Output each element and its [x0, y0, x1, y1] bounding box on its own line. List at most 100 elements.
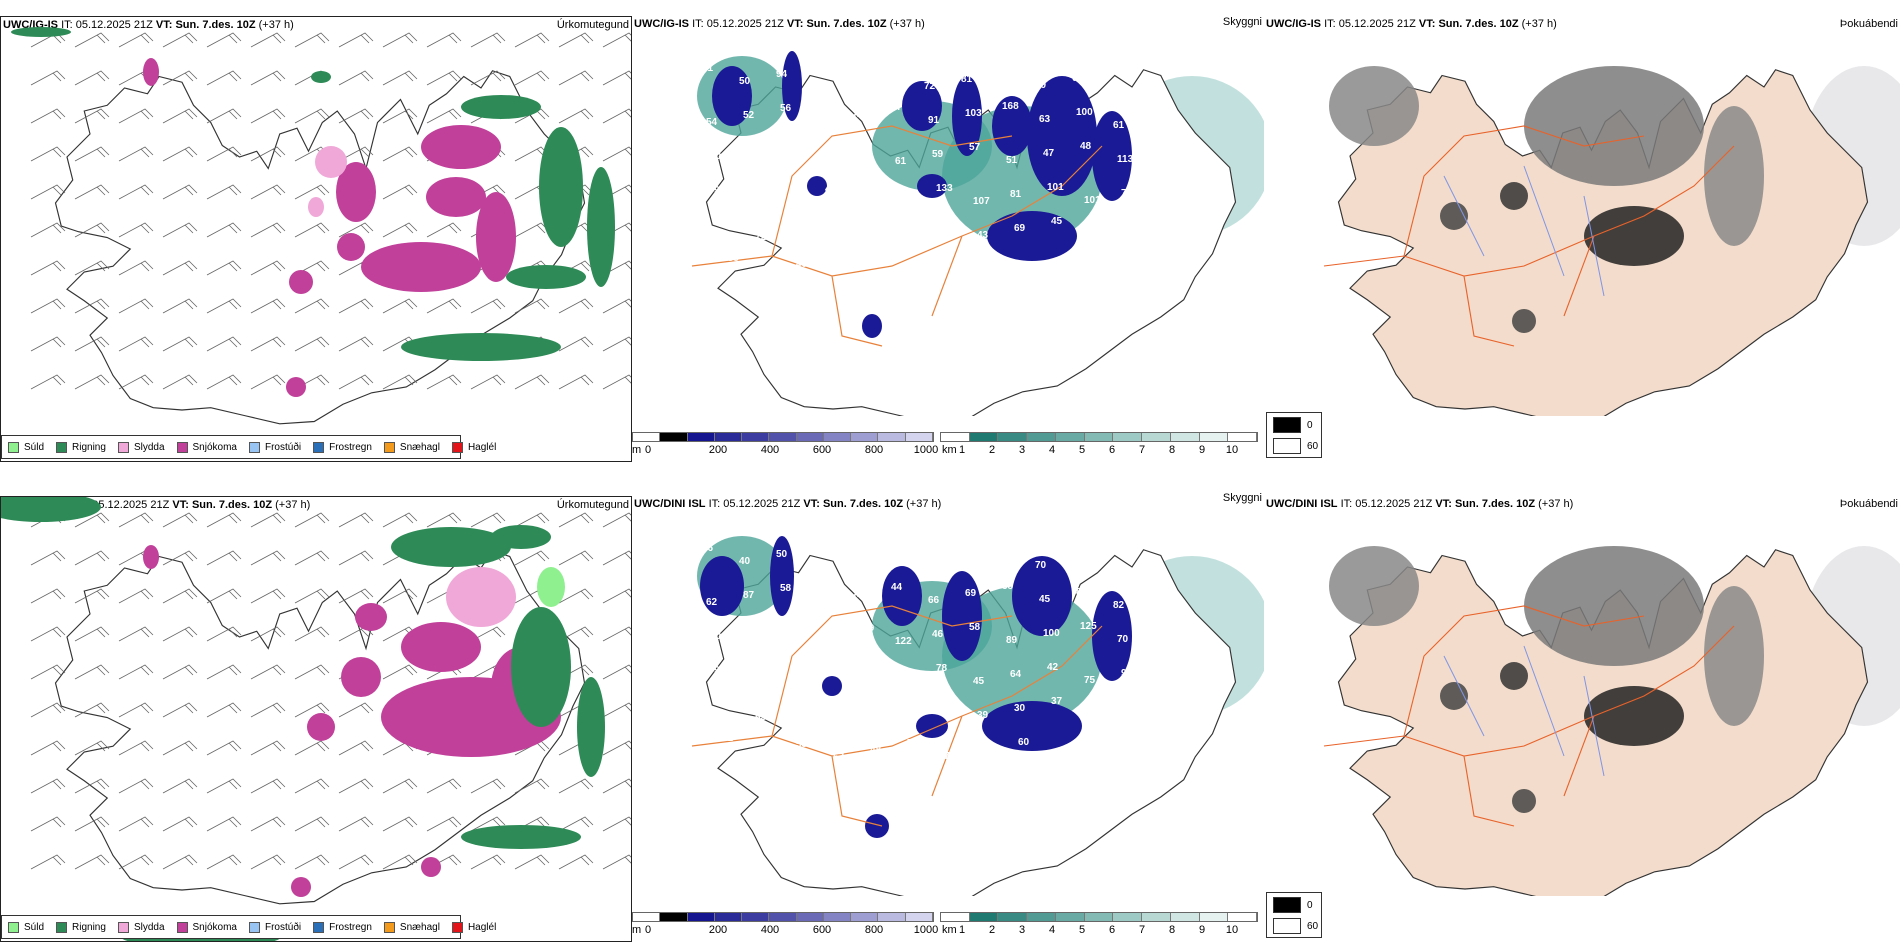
fog-panel: UWC/IG-IS IT: 05.12.2025 21Z VT: Sun. 7.…	[1264, 16, 1900, 462]
colorbar-step	[1170, 913, 1200, 921]
legend-swatch	[176, 441, 188, 453]
visibility-label: 90	[1035, 80, 1047, 91]
wind-barb	[162, 336, 198, 352]
colorbar-step	[660, 913, 688, 921]
wind-barb	[558, 816, 594, 832]
colorbar-step	[1199, 913, 1229, 921]
visibility-label: 58	[780, 583, 792, 594]
fog-map[interactable]	[1264, 496, 1900, 896]
precip-area	[1, 497, 101, 522]
row-ig-is: UWC/IG-IS IT: 05.12.2025 21Z VT: Sun. 7.…	[0, 0, 1900, 470]
legend-item: Haglél	[451, 441, 496, 453]
precip-type-panel: UWC/DINI ISL IT: 05.12.2025 21Z VT: Sun.…	[0, 496, 632, 942]
lead-time: (+37 h)	[1538, 498, 1574, 510]
visibility-label: 52	[743, 110, 755, 121]
it-value: 05.12.2025 21Z	[723, 498, 801, 510]
wind-barb	[30, 374, 66, 390]
model-name: UWC/IG-IS	[1266, 18, 1321, 30]
high-ground-area	[917, 174, 947, 198]
lead-time: (+37 h)	[1521, 18, 1557, 30]
wind-barb	[162, 184, 198, 200]
wind-barb	[558, 854, 594, 870]
legend-item: Súld	[8, 441, 45, 453]
visibility-label: 45	[1039, 594, 1051, 605]
high-ground-area	[770, 536, 794, 616]
wind-barb	[118, 298, 154, 314]
precip-area	[341, 657, 381, 697]
legend-item: Frostúði	[248, 921, 301, 933]
wind-barb	[162, 70, 198, 86]
visibility-label: 37	[940, 697, 952, 708]
wind-barb	[250, 702, 286, 718]
wind-barb	[118, 108, 154, 124]
high-ground-area	[862, 314, 882, 338]
lead-time: (+37 h)	[889, 18, 925, 30]
visibility-label: 122	[895, 636, 912, 647]
tick-label: 6	[1108, 444, 1116, 456]
high-ground-area	[782, 51, 802, 121]
wind-barb	[470, 854, 506, 870]
visibility-label: 50	[739, 76, 751, 87]
colorbar-step	[998, 913, 1028, 921]
tick-label: 7	[1138, 924, 1146, 936]
wind-barb	[558, 336, 594, 352]
legend-item: Snjókoma	[176, 921, 237, 933]
it-label: IT:	[692, 18, 704, 30]
tick-label: 600	[812, 444, 832, 456]
wind-barb	[162, 854, 198, 870]
legend-label: Súld	[24, 441, 45, 453]
elevation-ticks: 0 200 400 600 800 1000	[644, 444, 938, 458]
legend-item: Snæhagl	[383, 921, 440, 933]
colorbar-step	[878, 433, 906, 441]
wind-barb	[426, 70, 462, 86]
fog-map[interactable]	[1264, 16, 1900, 416]
high-ground-area	[1027, 76, 1097, 196]
rivers	[1443, 165, 1605, 297]
visibility-map[interactable]: 71 50 94 10 52 56 72 81 74 90 07 45 54 52 56 53 49 47 91 10…	[632, 16, 1264, 416]
wind-barb	[470, 374, 506, 390]
lead-time: (+37 h)	[275, 499, 311, 511]
visibility-label: 45	[1109, 66, 1121, 77]
wind-barb	[382, 588, 418, 604]
visibility-label: 85	[899, 190, 911, 201]
wind-barb	[118, 740, 154, 756]
visibility-label: 115	[829, 698, 846, 709]
wind-barb	[74, 550, 110, 566]
legend-label: Frostúði	[264, 441, 302, 453]
precip-area	[11, 27, 71, 37]
wind-barb	[30, 222, 66, 238]
tick-label: 4	[1048, 924, 1056, 936]
visibility-label: 56	[780, 103, 792, 114]
wind-barb	[338, 778, 374, 794]
wind-barb	[30, 740, 66, 756]
wind-barb	[30, 664, 66, 680]
wind-barb	[382, 512, 418, 528]
precip-area	[336, 162, 376, 222]
wind-barb	[514, 512, 550, 528]
high-ground-area	[987, 211, 1077, 261]
wind-barb	[338, 512, 374, 528]
visibility-label: 94	[776, 69, 788, 80]
visibility-map[interactable]: 56 40 50 64 67 76 77 77 84 70 80 44 62 87 58 49 43 44 66 69…	[632, 496, 1264, 896]
tick-label: 5	[1078, 924, 1086, 936]
wind-barb	[602, 298, 631, 314]
legend-label: Frostregn	[329, 921, 372, 933]
wind-barb	[206, 512, 242, 528]
vt-label: VT:	[172, 499, 189, 511]
wind-barb	[382, 374, 418, 390]
visibility-label: 83	[862, 177, 874, 188]
legend-swatch	[313, 921, 325, 933]
legend-label: Rigning	[72, 441, 106, 453]
precip-map[interactable]	[1, 497, 631, 941]
wind-barb	[250, 374, 286, 390]
precip-area	[401, 333, 561, 361]
wind-barb	[206, 626, 242, 642]
visibility-label: 7	[759, 266, 765, 277]
panel-header: UWC/IG-IS IT: 05.12.2025 21Z VT: Sun. 7.…	[3, 19, 294, 31]
wind-barb	[338, 32, 374, 48]
precip-area	[506, 265, 586, 289]
visibility-label: 77	[924, 561, 936, 572]
vt-label: VT:	[803, 498, 820, 510]
visibility-label: 58	[969, 622, 981, 633]
precip-map[interactable]	[1, 17, 631, 461]
